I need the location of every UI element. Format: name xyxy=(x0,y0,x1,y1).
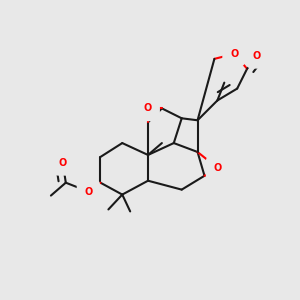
Text: O: O xyxy=(253,51,261,61)
Text: O: O xyxy=(84,187,93,196)
Text: O: O xyxy=(59,158,67,168)
Text: O: O xyxy=(230,49,238,59)
Text: O: O xyxy=(144,103,152,113)
Text: O: O xyxy=(213,163,221,173)
